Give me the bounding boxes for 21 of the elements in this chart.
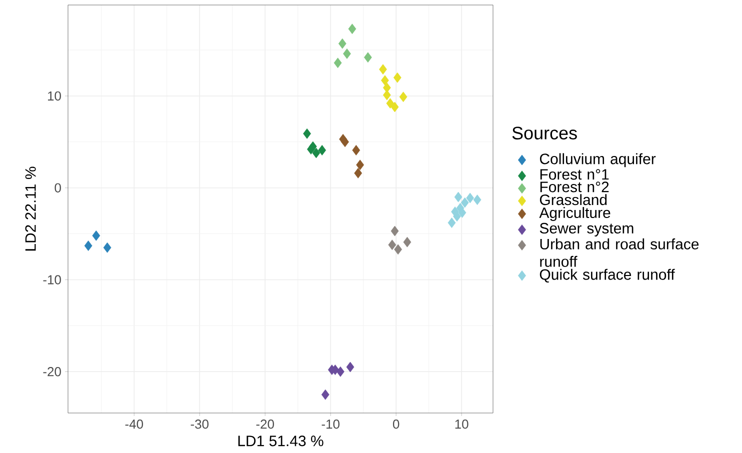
x-tick-label: 0 [392,420,400,429]
x-tick-label: -40 [125,420,144,429]
y-tick-label: -20 [43,367,61,376]
legend-label: Colluvium aquifer [540,153,656,168]
legend-label: Urban and road surface runoff [540,238,699,267]
x-tick-label: -10 [322,420,340,429]
y-tick-label: 0 [54,183,61,192]
legend-label: Quick surface runoff [540,268,675,283]
y-axis-title: LD2 22.11 % [25,166,36,251]
y-tick-label: -10 [43,275,61,284]
legend-label: Grassland [540,194,607,206]
legend-label: Agriculture [539,207,610,222]
legend-label: Sewer system [540,222,634,236]
y-tick-label: 10 [48,91,61,101]
legend-title: Sources [512,126,577,140]
x-tick-label: -30 [190,420,209,429]
x-tick-label: 10 [455,420,468,429]
legend-label: Forest n°2 [540,182,609,192]
legend-label: Forest n°1 [540,169,609,180]
x-axis-title: LD1 51.43 % [238,436,324,446]
x-tick-label: -20 [256,420,274,429]
